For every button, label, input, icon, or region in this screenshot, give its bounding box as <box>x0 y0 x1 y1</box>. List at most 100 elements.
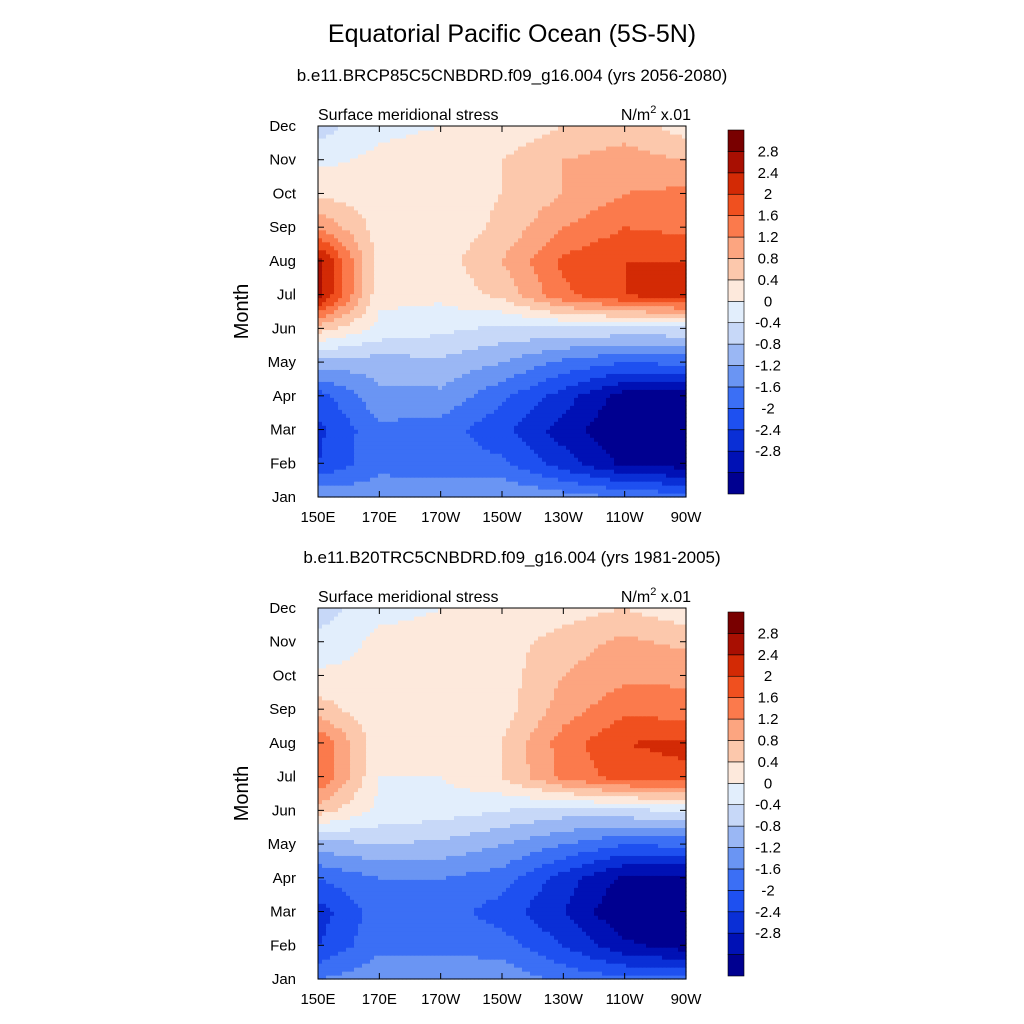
field-cell <box>358 405 363 410</box>
field-cell <box>442 289 447 295</box>
field-cell <box>334 297 339 303</box>
field-cell <box>566 333 571 339</box>
field-cell <box>662 381 667 386</box>
field-cell <box>422 469 427 474</box>
field-cell <box>638 289 643 295</box>
field-cell <box>418 341 423 347</box>
field-cell <box>362 309 367 315</box>
field-cell <box>354 401 359 406</box>
field-cell <box>582 401 587 406</box>
field-cell <box>642 329 647 335</box>
field-cell <box>682 381 687 386</box>
field-cell <box>402 297 407 303</box>
field-cell <box>514 297 519 303</box>
field-cell <box>466 453 471 458</box>
field-cell <box>358 413 363 418</box>
field-cell <box>398 281 403 287</box>
field-cell <box>498 473 503 478</box>
field-cell <box>550 333 555 339</box>
field-cell <box>326 301 331 307</box>
field-cell <box>506 465 511 470</box>
field-cell <box>378 341 383 347</box>
field-cell <box>614 493 619 498</box>
field-cell <box>386 365 391 370</box>
field-cell <box>326 285 331 291</box>
field-cell <box>382 461 387 466</box>
field-cell <box>650 485 655 490</box>
field-cell <box>646 329 651 335</box>
field-cell <box>594 441 599 446</box>
field-cell <box>558 485 563 490</box>
field-cell <box>394 325 399 331</box>
field-cell <box>562 433 567 438</box>
field-cell <box>626 397 631 402</box>
field-cell <box>362 393 367 398</box>
field-cell <box>574 481 579 486</box>
field-cell <box>566 349 571 354</box>
field-cell <box>522 349 527 354</box>
field-cell <box>638 301 643 307</box>
field-cell <box>338 337 343 343</box>
field-cell <box>638 397 643 402</box>
field-cell <box>610 301 615 307</box>
field-cell <box>422 429 427 434</box>
field-cell <box>410 329 415 335</box>
field-cell <box>510 373 515 378</box>
field-cell <box>554 397 559 402</box>
field-cell <box>494 369 499 374</box>
field-cell <box>682 329 687 335</box>
field-cell <box>566 285 571 291</box>
field-cell <box>642 441 647 446</box>
field-cell <box>550 441 555 446</box>
field-cell <box>574 305 579 311</box>
field-cell <box>534 285 539 291</box>
field-cell <box>442 297 447 303</box>
field-cell <box>526 441 531 446</box>
field-cell <box>502 429 507 434</box>
field-cell <box>530 289 535 295</box>
field-cell <box>446 457 451 462</box>
field-cell <box>486 293 491 299</box>
field-cell <box>678 473 683 478</box>
field-cell <box>406 445 411 450</box>
field-cell <box>382 349 387 354</box>
field-cell <box>486 333 491 339</box>
field-cell <box>386 341 391 347</box>
field-cell <box>646 313 651 319</box>
field-cell <box>470 445 475 450</box>
field-cell <box>338 365 343 370</box>
field-cell <box>658 413 663 418</box>
field-cell <box>430 365 435 370</box>
field-cell <box>410 401 415 406</box>
field-cell <box>438 397 443 402</box>
field-cell <box>354 485 359 490</box>
field-cell <box>678 349 683 354</box>
field-cell <box>674 341 679 347</box>
field-cell <box>486 301 491 307</box>
field-cell <box>378 421 383 426</box>
field-cell <box>650 285 655 291</box>
field-cell <box>418 401 423 406</box>
field-cell <box>414 305 419 311</box>
field-cell <box>594 409 599 414</box>
field-cell <box>334 429 339 434</box>
field-cell <box>630 321 635 327</box>
field-cell <box>534 449 539 454</box>
field-cell <box>414 485 419 490</box>
field-cell <box>630 393 635 398</box>
field-cell <box>462 289 467 295</box>
field-cell <box>498 441 503 446</box>
field-cell <box>462 321 467 327</box>
field-cell <box>598 389 603 394</box>
field-cell <box>646 417 651 422</box>
field-cell <box>394 373 399 378</box>
field-cell <box>326 377 331 382</box>
field-cell <box>438 401 443 406</box>
field-cell <box>462 393 467 398</box>
field-cell <box>334 361 339 366</box>
field-cell <box>426 473 431 478</box>
field-cell <box>442 313 447 319</box>
field-cell <box>386 433 391 438</box>
field-cell <box>650 373 655 378</box>
field-cell <box>538 309 543 315</box>
